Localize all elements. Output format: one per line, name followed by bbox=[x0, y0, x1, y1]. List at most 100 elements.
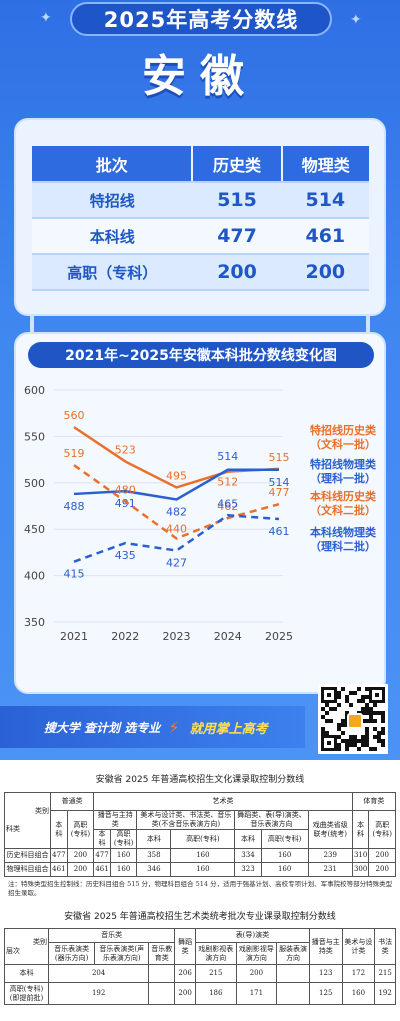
score-table-header: 批次 历史类 物理类 bbox=[32, 146, 369, 183]
group-header: 书法类 bbox=[374, 928, 396, 965]
poster: 2025年高考分数线 ✦ ✦ 安徽 批次 历史类 物理类 特招线 515 514… bbox=[0, 0, 400, 760]
y-tick-label: 500 bbox=[24, 477, 45, 490]
card-connector bbox=[366, 314, 370, 334]
data-label: 427 bbox=[166, 557, 187, 570]
lightning-icon: ⚡ bbox=[168, 717, 180, 737]
row-label: 特招线 bbox=[32, 182, 193, 219]
legend-label: （文科二批） bbox=[310, 503, 376, 517]
promo-banner[interactable]: 搜大学 查计划 选专业 ⚡ 就用掌上高考 bbox=[0, 706, 305, 748]
data-label: 435 bbox=[115, 549, 136, 562]
group-header: 普通类 bbox=[49, 792, 95, 811]
x-tick-label: 2022 bbox=[111, 630, 139, 643]
col-header: 高职(专科) bbox=[170, 829, 236, 849]
x-tick-label: 2024 bbox=[214, 630, 242, 643]
chart-card bbox=[14, 332, 386, 694]
doc1-title: 安徽省 2025 年普通高校招生文化课录取控制分数线 bbox=[95, 775, 305, 785]
data-label: 514 bbox=[269, 476, 290, 489]
doc1-note: 注：特殊类型招生控制线：历史科目组合 515 分，物理科目组合 514 分，适用… bbox=[8, 880, 393, 897]
history-score: 515 bbox=[192, 182, 282, 219]
doc2-table: 类别 层次 音乐类 舞蹈类 表(导)演类 播音与主持类 美术与设计类 书法类 音乐… bbox=[4, 928, 396, 1005]
data-label: 512 bbox=[217, 476, 238, 489]
sub-header: 播音与主持类 bbox=[93, 810, 138, 830]
history-score: 200 bbox=[192, 254, 282, 291]
group-header: 美术与设计类 bbox=[341, 928, 376, 965]
table-row: 高职(专科)(即提前批) 192 200 186 171 171 125 160… bbox=[4, 982, 396, 1005]
group-header: 舞蹈类 bbox=[174, 928, 196, 965]
data-label: 461 bbox=[269, 525, 290, 538]
x-tick-label: 2021 bbox=[60, 630, 88, 643]
group-header: 艺术类 bbox=[93, 792, 353, 811]
qr-code[interactable] bbox=[318, 684, 388, 754]
data-label: 415 bbox=[64, 568, 85, 581]
sub-header: 戏曲类省级联考(统考) bbox=[307, 810, 353, 849]
physics-score: 461 bbox=[281, 218, 369, 255]
data-label: 482 bbox=[166, 506, 187, 519]
data-label: 495 bbox=[166, 469, 187, 482]
data-label: 440 bbox=[166, 522, 187, 535]
chart-title: 2021年~2025年安徽本科批分数线变化图 bbox=[28, 342, 374, 368]
col-header: 高职(专科) bbox=[368, 810, 396, 849]
y-tick-label: 450 bbox=[24, 523, 45, 536]
data-label: 488 bbox=[64, 500, 85, 513]
table-row: 历史科目组合 477 200 477 160 358 160 334 160 239 3… bbox=[4, 848, 396, 863]
group-header: 表(导)演类 bbox=[194, 928, 310, 943]
x-tick-label: 2025 bbox=[265, 630, 293, 643]
data-label: 515 bbox=[269, 451, 290, 464]
physics-score: 200 bbox=[281, 254, 369, 291]
header-history: 历史类 bbox=[191, 146, 282, 183]
doc1-table: 类别 科类 普通类 艺术类 体育类 本科 高职(专科) 播音与主持类 美术与设计类… bbox=[4, 792, 397, 877]
col-header: 本科 bbox=[351, 810, 370, 849]
col-header: 高职(专科) bbox=[66, 810, 95, 849]
table-row: 特招线 515 514 bbox=[32, 182, 369, 219]
page-title: 2025年高考分数线 bbox=[70, 2, 332, 36]
data-label: 462 bbox=[217, 500, 238, 513]
row-label: 本科线 bbox=[32, 218, 193, 255]
doc2-title: 安徽省 2025 年普通高校招生艺术类统考批次专业课录取控制分数线 bbox=[64, 912, 336, 922]
data-label: 560 bbox=[64, 409, 85, 422]
data-label: 480 bbox=[115, 483, 136, 496]
col-header: 本科 bbox=[234, 829, 262, 849]
legend-label: 本科线历史类 bbox=[310, 489, 377, 503]
legend-label: 本科线物理类 bbox=[310, 525, 377, 539]
y-tick-label: 600 bbox=[24, 384, 45, 397]
x-tick-label: 2023 bbox=[163, 630, 191, 643]
sparkle-icon: ✦ bbox=[350, 12, 362, 28]
data-label: 465 bbox=[217, 497, 238, 510]
row-label: 高职（专科） bbox=[32, 254, 193, 291]
sub-header: 舞蹈类、表(导)演类、音乐表演方向 bbox=[234, 810, 309, 830]
doc1-corner: 类别 科类 bbox=[4, 792, 51, 849]
physics-score: 514 bbox=[281, 182, 369, 219]
col-header: 本科 bbox=[136, 829, 172, 849]
card-connector bbox=[30, 314, 34, 334]
province-title: 安徽 bbox=[142, 51, 258, 102]
y-tick-label: 550 bbox=[24, 430, 45, 443]
legend-label: （理科一批） bbox=[310, 471, 376, 485]
legend-label: 特招线历史类 bbox=[310, 423, 377, 437]
data-label: 491 bbox=[115, 497, 136, 510]
group-header: 体育类 bbox=[351, 792, 397, 811]
doc2-corner: 类别 层次 bbox=[4, 928, 49, 965]
sub-header: 美术与设计类、书法类、音乐类(不含音乐表演方向) bbox=[136, 810, 236, 830]
score-line-chart: 600 550 500 450 400 350 2021 2022 2023 2024 2025 56… bbox=[24, 384, 377, 643]
legend-label: 特招线物理类 bbox=[310, 457, 377, 471]
history-score: 477 bbox=[192, 218, 282, 255]
series-line bbox=[73, 464, 280, 540]
y-tick-label: 350 bbox=[24, 616, 45, 629]
score-table: 批次 历史类 物理类 特招线 515 514 本科线 477 461 高职（专科… bbox=[32, 146, 369, 291]
col-header: 本科 bbox=[50, 810, 68, 849]
table-row: 本科 204 206 215 200 200 123 172 215 bbox=[4, 964, 396, 983]
group-header: 播音与主持类 bbox=[308, 928, 343, 965]
header-batch: 批次 bbox=[32, 146, 193, 183]
sparkle-icon: ✦ bbox=[40, 10, 52, 26]
series-line bbox=[73, 468, 279, 501]
header-physics: 物理类 bbox=[280, 146, 369, 183]
legend-label: （理科二批） bbox=[310, 539, 376, 553]
data-label: 523 bbox=[115, 443, 136, 456]
group-header: 音乐类 bbox=[47, 928, 176, 943]
data-label: 477 bbox=[269, 486, 290, 499]
y-tick-label: 400 bbox=[24, 570, 45, 583]
data-label: 514 bbox=[217, 450, 238, 463]
banner-text: 搜大学 查计划 选专业 bbox=[44, 720, 161, 735]
table-row: 本科线 477 461 bbox=[32, 218, 369, 255]
col-header: 高职(专科) bbox=[260, 829, 309, 849]
